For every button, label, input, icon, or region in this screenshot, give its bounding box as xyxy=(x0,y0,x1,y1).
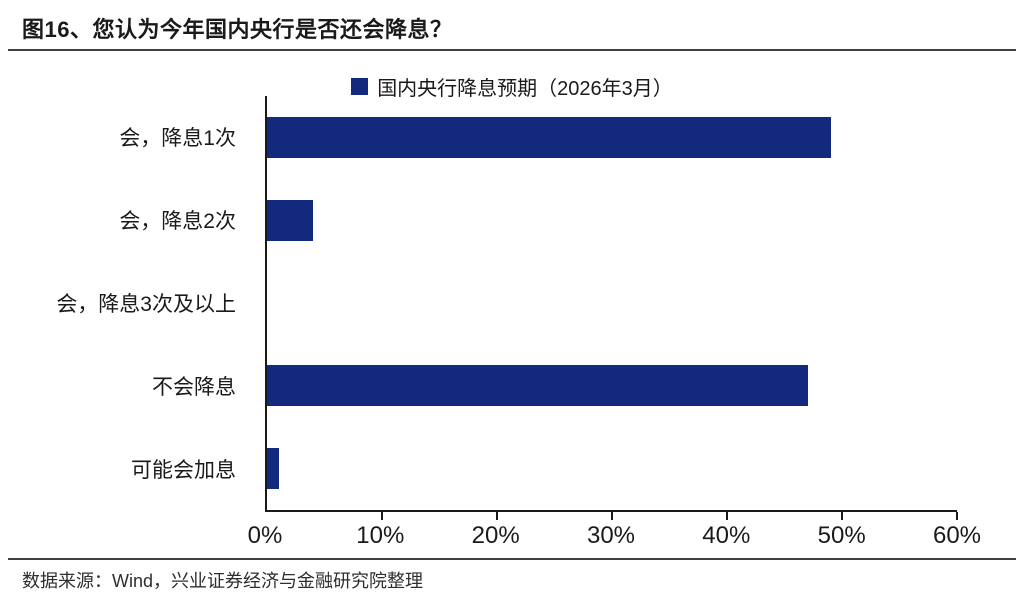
bar-row xyxy=(267,179,957,262)
bar xyxy=(267,365,808,407)
category-axis-labels: 会，降息1次 会，降息2次会，降息3次及以上不会降息可能会加息 xyxy=(0,96,251,510)
x-axis-tick-label: 30% xyxy=(586,522,636,549)
x-axis-tick xyxy=(956,512,958,520)
category-label: 不会降息 xyxy=(152,375,236,399)
x-axis-tick-label: 50% xyxy=(817,522,866,549)
bar-row xyxy=(267,96,957,179)
bar xyxy=(267,116,831,158)
x-axis-tick-label: 60% xyxy=(932,522,982,549)
chart-title: 图16、您认为今年国内央行是否还会降息？ xyxy=(22,17,453,42)
legend-square-icon xyxy=(351,78,369,95)
legend-label: 国内央行降息预期（2026年3月） xyxy=(377,78,673,100)
bar-row xyxy=(267,262,957,345)
bar-row xyxy=(267,427,957,510)
category-label: 会，降息1次 xyxy=(119,127,236,151)
x-axis-tick xyxy=(611,512,613,520)
x-axis-tick-label: 10% xyxy=(356,522,405,549)
x-axis-tick xyxy=(726,512,728,520)
footer-divider xyxy=(8,558,1016,560)
x-axis-tick-label: 0% xyxy=(247,522,283,549)
plot-area xyxy=(265,96,958,520)
bar-row xyxy=(267,344,957,427)
x-axis-tick xyxy=(841,512,843,520)
x-axis-tick xyxy=(381,512,383,520)
category-label: 会，降息2次 xyxy=(119,210,236,234)
title-divider xyxy=(8,49,1016,51)
category-label: 会，降息3次及以上 xyxy=(56,292,236,316)
x-axis-tick xyxy=(496,512,498,520)
category-label: 可能会加息 xyxy=(131,458,236,482)
x-axis-tick-label: 40% xyxy=(702,522,751,549)
bar xyxy=(267,448,279,490)
legend: 国内央行降息预期（2026年3月） xyxy=(0,72,1024,101)
data-source-note: 数据来源：Wind，兴业证券经济与金融研究院整理 xyxy=(22,571,424,591)
x-axis-tick-label: 20% xyxy=(471,522,520,549)
x-axis-labels: 0% 10% 20% 30% 40% 50% 60% xyxy=(248,522,981,552)
bar xyxy=(267,199,313,241)
